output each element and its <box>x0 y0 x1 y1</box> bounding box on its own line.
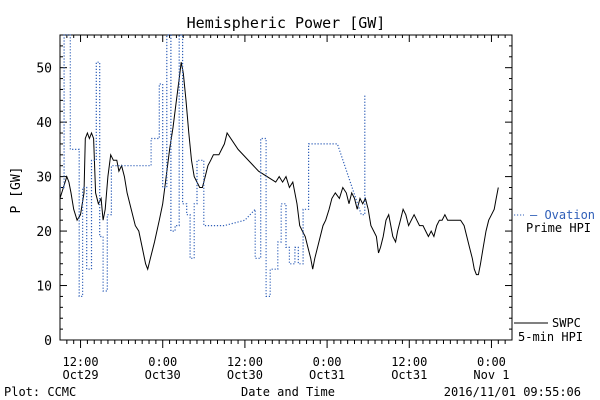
x-tick-label-time: 0:00 <box>313 355 342 369</box>
x-tick-label-time: 0:00 <box>477 355 506 369</box>
x-tick-label-date: Oct31 <box>309 368 345 382</box>
legend-label-swpc-line1: SWPC <box>552 316 581 330</box>
y-tick-label: 10 <box>36 280 52 295</box>
x-tick-label-time: 0:00 <box>148 355 177 369</box>
y-tick-label: 40 <box>36 116 52 131</box>
legend-label-swpc-line2: 5-min HPI <box>518 330 583 344</box>
series-line-swpc <box>59 62 499 276</box>
x-axis-label: Date and Time <box>241 385 335 399</box>
x-tick-label-time: 12:00 <box>391 355 427 369</box>
x-tick-label-date: Oct30 <box>145 368 181 382</box>
y-tick-label: 0 <box>44 334 52 349</box>
legend-label-ovation-line2: Prime HPI <box>526 221 591 235</box>
x-tick-label-date: Oct31 <box>391 368 427 382</box>
y-tick-label: 50 <box>36 62 52 77</box>
chart-title: Hemispheric Power [GW] <box>187 14 386 32</box>
series-layer <box>59 34 499 297</box>
plot-frame <box>59 34 513 341</box>
footer-right: 2016/11/01 09:55:06 <box>444 385 581 399</box>
x-tick-label-date: Nov 1 <box>473 368 509 382</box>
x-tick-label-date: Oct30 <box>227 368 263 382</box>
legend-label-ovation-line1: – Ovation <box>530 208 595 222</box>
y-tick-label: 20 <box>36 225 52 240</box>
x-tick-label-time: 12:00 <box>62 355 98 369</box>
y-tick-label: 30 <box>36 171 52 186</box>
footer-left: Plot: CCMC <box>4 385 76 399</box>
x-tick-label-date: Oct29 <box>62 368 98 382</box>
axis-ticks: 0102030405012:00Oct290:00Oct3012:00Oct30… <box>36 35 512 382</box>
series-line-ovation <box>60 34 366 297</box>
y-axis-label: P [GW] <box>9 167 24 214</box>
x-tick-label-time: 12:00 <box>227 355 263 369</box>
